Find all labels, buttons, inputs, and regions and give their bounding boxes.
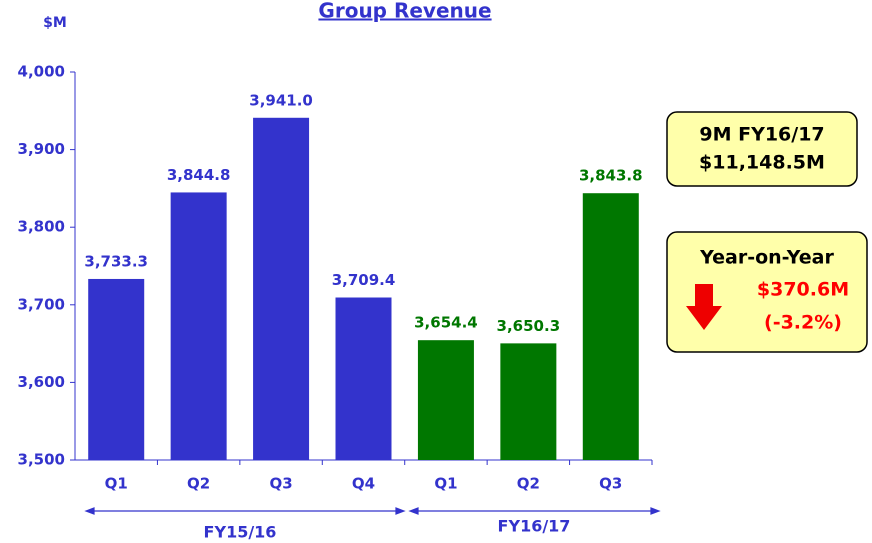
arrow-head [650, 507, 661, 515]
y-axis-label: $M [43, 15, 67, 31]
x-tick-label: Q1 [434, 475, 457, 493]
box-title: 9M FY16/17 [699, 124, 824, 146]
box-value: $11,148.5M [699, 152, 825, 174]
x-tick-label: Q1 [105, 475, 128, 493]
data-label: 3,650.3 [497, 317, 561, 335]
y-tick-label: 3,900 [18, 140, 65, 158]
box-title: Year-on-Year [699, 247, 834, 269]
bar [335, 297, 392, 460]
arrow-head [84, 507, 95, 515]
chart-title: Group Revenue [318, 0, 491, 23]
data-label: 3,844.8 [167, 166, 231, 184]
x-tick-label: Q2 [187, 475, 210, 493]
arrow-head [395, 507, 406, 515]
box [666, 231, 868, 353]
data-label: 3,709.4 [332, 271, 396, 289]
data-label: 3,941.0 [249, 91, 313, 109]
bar [417, 340, 474, 460]
box [666, 111, 858, 187]
x-tick-label: Q2 [517, 475, 540, 493]
data-label: 3,733.3 [84, 252, 148, 270]
down-arrow [686, 284, 722, 330]
box-percent: (-3.2%) [764, 312, 842, 334]
data-label: 3,654.4 [414, 314, 478, 332]
data-label: 3,843.8 [579, 167, 643, 185]
group-arrows [84, 507, 661, 515]
bar [88, 278, 145, 460]
bar [253, 117, 310, 460]
y-tick-label: 3,500 [18, 451, 65, 469]
y-tick-label: 4,000 [18, 63, 65, 81]
yoy-box: Year-on-Year $370.6M (-3.2%) [666, 231, 868, 353]
x-tick-label: Q3 [599, 475, 622, 493]
x-tick-label: Q3 [269, 475, 292, 493]
summary-box: 9M FY16/17 $11,148.5M [666, 111, 858, 187]
box-change: $370.6M [757, 279, 849, 301]
group-label: FY15/16 [204, 523, 277, 542]
bar [170, 192, 227, 461]
x-tick-label: Q4 [352, 475, 375, 493]
y-tick-label: 3,700 [18, 295, 65, 313]
bar [500, 343, 557, 460]
arrow-head [408, 507, 419, 515]
bar [582, 193, 639, 461]
group-label: FY16/17 [498, 517, 571, 536]
y-tick-label: 3,800 [18, 218, 65, 236]
y-tick-label: 3,600 [18, 373, 65, 391]
